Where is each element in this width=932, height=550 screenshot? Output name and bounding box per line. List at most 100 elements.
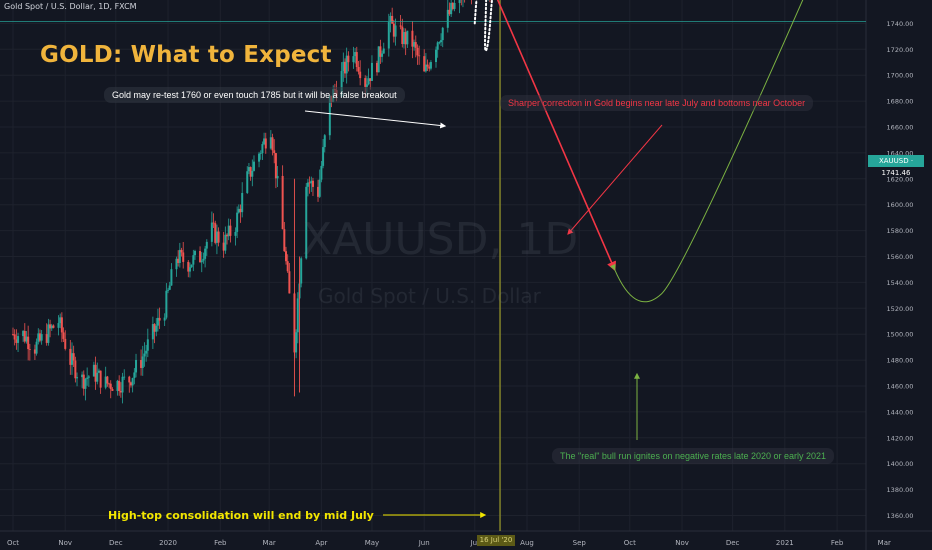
candle-body [119, 390, 122, 393]
candle-body [249, 167, 252, 177]
x-tick-label: Oct [624, 539, 636, 547]
candle-body [458, 0, 461, 3]
candle-body [177, 258, 180, 263]
candle-body [389, 15, 392, 23]
candle-body [106, 376, 109, 384]
candle-body [22, 330, 25, 337]
candle-body [72, 353, 75, 361]
y-tick-label: 1480.00 [887, 357, 914, 365]
candle-body [285, 251, 288, 262]
candle-body [311, 180, 314, 187]
candle-body [394, 25, 397, 37]
candle-body [355, 52, 358, 68]
x-tick-label: Nov [58, 539, 72, 547]
candle-body [170, 269, 173, 286]
candle-body [418, 55, 421, 57]
candle-body [60, 317, 63, 333]
candle-body [217, 231, 220, 243]
x-tick-label: Sep [573, 539, 587, 547]
annotation-bull-run[interactable]: The "real" bull run ignites on negative … [552, 448, 835, 464]
candle-body [81, 374, 84, 378]
candle-body [343, 61, 346, 74]
candle-body [239, 208, 242, 213]
candle-body [140, 360, 143, 368]
candle-body [190, 264, 193, 268]
candle-body [99, 370, 102, 388]
candle-body [308, 182, 311, 184]
candle-body [227, 225, 230, 237]
candle-body [288, 271, 291, 294]
candle-body [379, 46, 382, 57]
y-tick-label: 1460.00 [887, 383, 914, 391]
candle-body [224, 234, 227, 251]
y-tick-label: 1660.00 [887, 124, 914, 132]
candle-body [82, 374, 85, 389]
candle-body [263, 138, 266, 145]
candle-body [222, 242, 225, 251]
candle-body [23, 330, 26, 342]
annotation-false-breakout[interactable]: Gold may re-test 1760 or even touch 1785… [104, 87, 405, 103]
candle-body [182, 252, 185, 262]
candle-body [273, 150, 276, 154]
overlays [0, 0, 884, 531]
y-tick-label: 1760.00 [887, 0, 914, 2]
candle-body [406, 30, 409, 45]
candle-body [328, 95, 331, 136]
candle-body [145, 350, 148, 354]
annotation-correction[interactable]: Sharper correction in Gold begins near l… [500, 95, 814, 111]
candle-body [295, 332, 298, 353]
x-tick-label: Feb [831, 539, 844, 547]
candle-body [153, 324, 156, 332]
candle-body [446, 9, 449, 28]
candle-body [438, 42, 441, 43]
chart-title: GOLD: What to Expect [40, 42, 332, 68]
price-value: 1741.46 [881, 169, 911, 177]
y-tick-label: 1740.00 [887, 20, 914, 28]
price-ticker: XAUUSD [878, 157, 909, 165]
candle-body [251, 170, 254, 177]
candle-body [404, 32, 407, 45]
candle-body [192, 255, 195, 265]
y-tick-label: 1580.00 [887, 227, 914, 235]
candle-body [376, 62, 379, 73]
candle-body [76, 377, 79, 379]
annotation-consolidation[interactable]: High-top consolidation will end by mid J… [108, 509, 374, 522]
candle-body [399, 25, 402, 27]
candle-body [317, 186, 320, 197]
candle-body [151, 324, 154, 340]
x-tick-label: Dec [109, 539, 123, 547]
candle-body [451, 2, 454, 9]
candle-body [49, 324, 52, 329]
candle-body [215, 231, 218, 243]
candle-body [74, 360, 77, 379]
candle-body [261, 144, 264, 154]
y-tick-label: 1720.00 [887, 46, 914, 54]
x-tick-label: May [365, 539, 379, 547]
candle-body [199, 250, 202, 263]
x-tick-label: Dec [726, 539, 740, 547]
candle-body [441, 27, 444, 41]
arrow-false-breakout [304, 110, 447, 129]
candle-body [236, 212, 239, 232]
candle-body [69, 348, 72, 365]
candle-body [345, 55, 348, 74]
candle-body [342, 61, 345, 72]
candle-body [423, 56, 426, 72]
y-tick-label: 1400.00 [887, 460, 914, 468]
candle-body [436, 42, 439, 50]
candle-body [47, 324, 50, 343]
candle-body [429, 62, 432, 69]
candle-body [426, 64, 429, 67]
candle-body [131, 378, 134, 386]
candle-body [382, 48, 385, 54]
candle-body [274, 153, 277, 179]
candle-body [369, 78, 372, 81]
candle-body [424, 64, 427, 72]
watermark-symbol: XAUUSD, 1D [302, 214, 579, 265]
candle-body [200, 260, 203, 263]
candle-body [428, 66, 431, 69]
candle-body [354, 52, 357, 57]
candle-body [305, 186, 308, 259]
y-tick-label: 1360.00 [887, 512, 914, 520]
